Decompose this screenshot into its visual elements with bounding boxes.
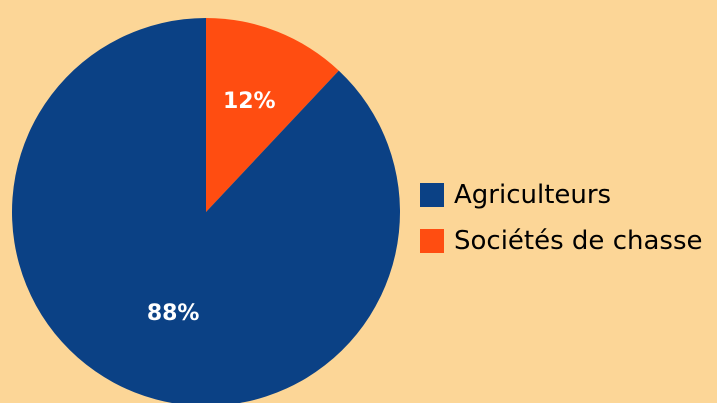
legend-item-agriculteurs: Agriculteurs — [420, 172, 703, 218]
legend-swatch-agriculteurs — [420, 183, 444, 207]
legend-item-societes-de-chasse: Sociétés de chasse — [420, 218, 703, 264]
legend-label-societes-de-chasse: Sociétés de chasse — [454, 226, 703, 256]
pie-slice-societes-de-chasse — [206, 18, 339, 212]
pie-slice-agriculteurs — [12, 18, 400, 403]
pie-slices — [12, 18, 400, 403]
data-label-agriculteurs: 88% — [147, 301, 200, 326]
pie-chart: 12% 88% — [12, 18, 400, 403]
data-label-societes-de-chasse: 12% — [223, 89, 276, 114]
legend: Agriculteurs Sociétés de chasse — [420, 172, 703, 264]
legend-swatch-societes-de-chasse — [420, 229, 444, 253]
legend-label-agriculteurs: Agriculteurs — [454, 180, 612, 210]
pie-data-labels: 12% 88% — [147, 89, 276, 326]
